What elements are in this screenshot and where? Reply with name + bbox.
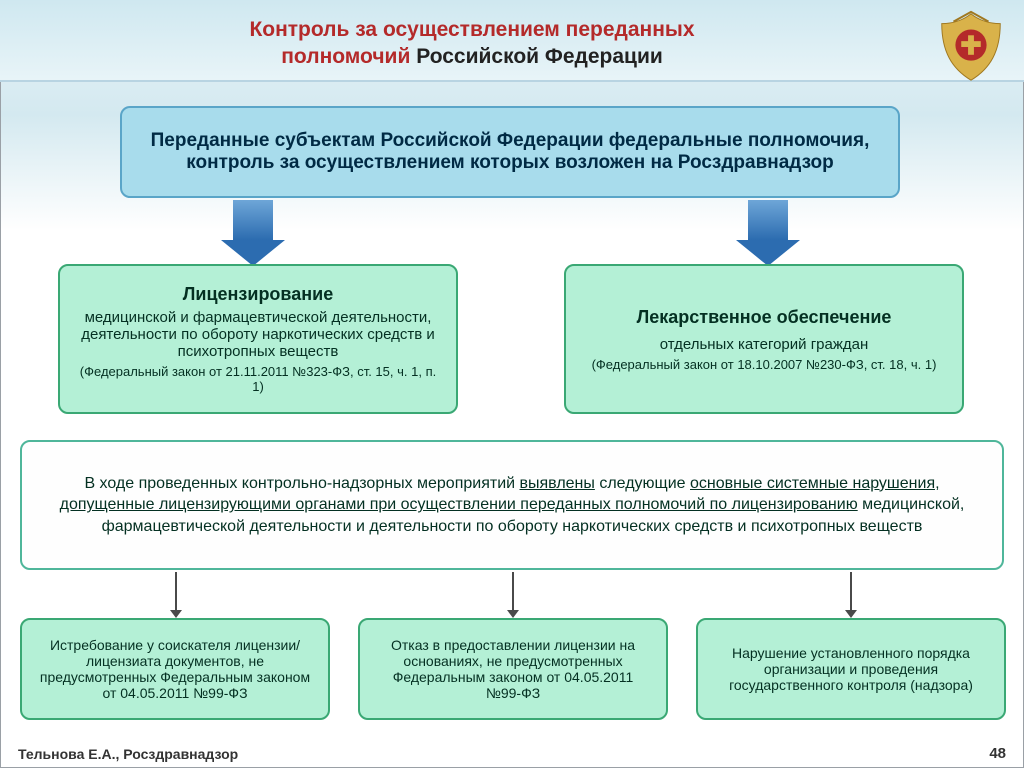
findings-u1: выявлены xyxy=(520,475,595,492)
top-box-text: Переданные субъектам Российской Федераци… xyxy=(136,130,884,174)
arrow-left-head xyxy=(221,240,285,266)
header-underline xyxy=(0,80,1024,82)
bottom-text-3: Нарушение установленного порядка организ… xyxy=(712,645,990,693)
mid-right-box: Лекарственное обеспечение отдельных кате… xyxy=(564,264,964,414)
bottom-text-2: Отказ в предоставлении лицензии на основ… xyxy=(374,637,652,701)
small-arrow-2 xyxy=(512,572,514,610)
top-box: Переданные субъектам Российской Федераци… xyxy=(120,106,900,198)
arrow-left-body xyxy=(233,200,273,240)
bottom-box-3: Нарушение установленного порядка организ… xyxy=(696,618,1006,720)
mid-left-box: Лицензирование медицинской и фармацевтич… xyxy=(58,264,458,414)
page-number: 48 xyxy=(989,745,1006,762)
arrow-right-body xyxy=(748,200,788,240)
mid-right-heading: Лекарственное обеспечение xyxy=(637,307,892,328)
bottom-box-1: Истребование у соискателя лицензии/лицен… xyxy=(20,618,330,720)
title-line1: Контроль за осуществлением переданных xyxy=(249,18,694,41)
mid-left-body: медицинской и фармацевтической деятельно… xyxy=(74,309,442,360)
mid-right-ref: (Федеральный закон от 18.10.2007 №230-ФЗ… xyxy=(592,357,937,372)
title-line2b: Российской Федерации xyxy=(416,45,663,68)
mid-left-heading: Лицензирование xyxy=(183,284,333,305)
findings-text: В ходе проведенных контрольно-надзорных … xyxy=(36,473,988,538)
page-title: Контроль за осуществлением переданных по… xyxy=(60,16,884,71)
mid-right-body: отдельных категорий граждан xyxy=(660,336,869,353)
emblem-icon xyxy=(932,8,1010,86)
bottom-box-2: Отказ в предоставлении лицензии на основ… xyxy=(358,618,668,720)
mid-left-ref: (Федеральный закон от 21.11.2011 №323-ФЗ… xyxy=(74,364,442,394)
arrow-right-head xyxy=(736,240,800,266)
findings-mid1: следующие xyxy=(595,475,690,492)
small-arrow-1 xyxy=(175,572,177,610)
footer-text: Тельнова Е.А., Росздравнадзор xyxy=(18,746,238,762)
title-line2a: полномочий xyxy=(281,45,416,68)
findings-box: В ходе проведенных контрольно-надзорных … xyxy=(20,440,1004,570)
small-arrow-3 xyxy=(850,572,852,610)
findings-prefix: В ходе проведенных контрольно-надзорных … xyxy=(84,475,519,492)
bottom-text-1: Истребование у соискателя лицензии/лицен… xyxy=(36,637,314,701)
